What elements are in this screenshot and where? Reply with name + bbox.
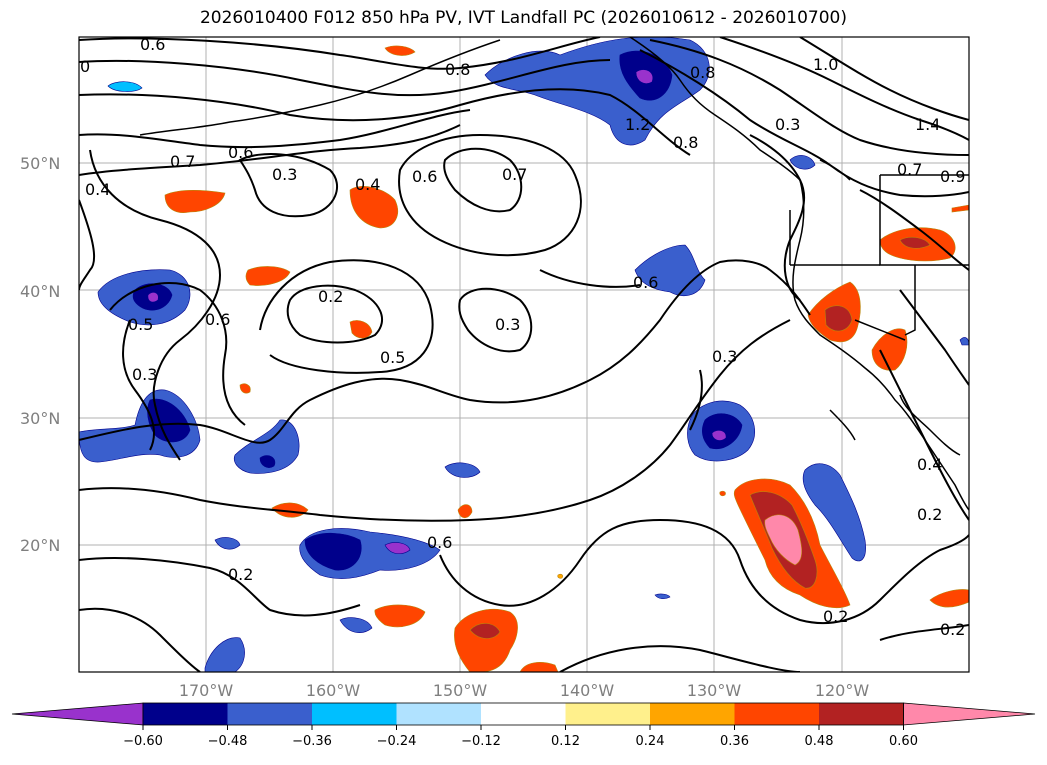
- colorbar-tick-label: 0.24: [636, 734, 665, 749]
- colorbar-segment: [481, 703, 566, 725]
- contour-label: 0.6: [205, 310, 230, 329]
- contour-label: 1.0: [813, 55, 838, 74]
- contour-label: 0.5: [128, 315, 153, 334]
- contour-label: 0.8: [445, 60, 470, 79]
- contour-label: 0.5: [380, 348, 405, 367]
- lat-label-20n: 20°N: [20, 536, 60, 555]
- colorbar-tick-label: 0.36: [720, 734, 749, 749]
- contour-label: 0.8: [690, 63, 715, 82]
- contour-label: 0.7: [170, 152, 195, 171]
- contour-label: 0.2: [917, 505, 942, 524]
- colorbar-tick-label: 0.12: [551, 734, 580, 749]
- lat-label-50n: 50°N: [20, 154, 60, 173]
- lon-label-120w: 120°W: [815, 681, 870, 700]
- contour-labels: 0.6 0 0.8 0.7 0.6 0.4 0.3 0.4 0.6 0.7 0.8 1.0 1.4 1.2…: [80, 35, 965, 639]
- contour-label: 0.3: [132, 365, 157, 384]
- contour-label: 0.2: [228, 565, 253, 584]
- plot-area: [79, 37, 969, 672]
- colorbar-tick-label: 0.60: [889, 734, 918, 749]
- colorbar-tick-label: −0.24: [377, 734, 417, 749]
- contour-label: 0.4: [85, 180, 110, 199]
- colorbar-tick-label: −0.36: [292, 734, 332, 749]
- latitude-labels: 50°N 40°N 30°N 20°N: [20, 154, 60, 555]
- lon-label-140w: 140°W: [560, 681, 615, 700]
- colorbar-segment: [312, 703, 397, 725]
- negative-pv-regions: [79, 37, 969, 672]
- colorbar-segment: [227, 703, 313, 725]
- colorbar-extend-min: [11, 702, 144, 726]
- contour-label: 0: [80, 57, 90, 76]
- contour-label: 0.6: [412, 167, 437, 186]
- colorbar-segment: [143, 703, 228, 725]
- colorbar-extend-max: [903, 702, 1036, 726]
- colorbar-tick-label: −0.12: [461, 734, 501, 749]
- lon-label-130w: 130°W: [687, 681, 742, 700]
- contour-label: 0.2: [940, 620, 965, 639]
- colorbar-segment: [734, 703, 820, 725]
- contour-label: 0.6: [633, 273, 658, 292]
- contour-label: 0.8: [673, 133, 698, 152]
- map-title: 2026010400 F012 850 hPa PV, IVT Landfall…: [199, 8, 847, 28]
- coastlines: [139, 37, 969, 511]
- contour-label: 1.2: [625, 115, 650, 134]
- lon-label-150w: 150°W: [433, 681, 488, 700]
- colorbar-ticks: −0.60 −0.48 −0.36 −0.24 −0.12 0.12 0.24 0.36 0.4…: [123, 725, 918, 749]
- contour-label: 0.3: [272, 165, 297, 184]
- contour-label: 0.3: [712, 347, 737, 366]
- colorbar-tick-label: −0.60: [123, 734, 163, 749]
- contour-label: 0.2: [318, 287, 343, 306]
- contour-label: 1.4: [915, 115, 940, 134]
- lon-label-160w: 160°W: [306, 681, 361, 700]
- colorbar-segment: [650, 703, 735, 725]
- contour-label: 0.7: [502, 165, 527, 184]
- contour-label: 0.4: [917, 455, 942, 474]
- contour-label: 0.9: [940, 167, 965, 186]
- contour-label: 0.7: [897, 160, 922, 179]
- colorbar-tick-label: 0.48: [805, 734, 834, 749]
- contour-label: 0.6: [140, 35, 165, 54]
- plot-border: [78, 36, 970, 673]
- contour-label: 0.6: [228, 143, 253, 162]
- contour-label: 0.2: [823, 607, 848, 626]
- colorbar-segment: [819, 703, 904, 725]
- contour-label: 0.4: [355, 175, 380, 194]
- colorbar-segment: [396, 703, 482, 725]
- lat-label-40n: 40°N: [20, 282, 60, 301]
- colorbar: [11, 702, 1036, 726]
- colorbar-tick-label: −0.48: [208, 734, 248, 749]
- colorbar-border: [142, 702, 904, 726]
- lon-label-170w: 170°W: [179, 681, 234, 700]
- longitude-labels: 170°W 160°W 150°W 140°W 130°W 120°W: [179, 681, 870, 700]
- positive-pv-regions: [164, 45, 969, 672]
- colorbar-segment: [565, 703, 651, 725]
- contour-label: 0.6: [427, 533, 452, 552]
- lat-label-30n: 30°N: [20, 409, 60, 428]
- contour-label: 0.3: [495, 315, 520, 334]
- contour-label: 0.3: [775, 115, 800, 134]
